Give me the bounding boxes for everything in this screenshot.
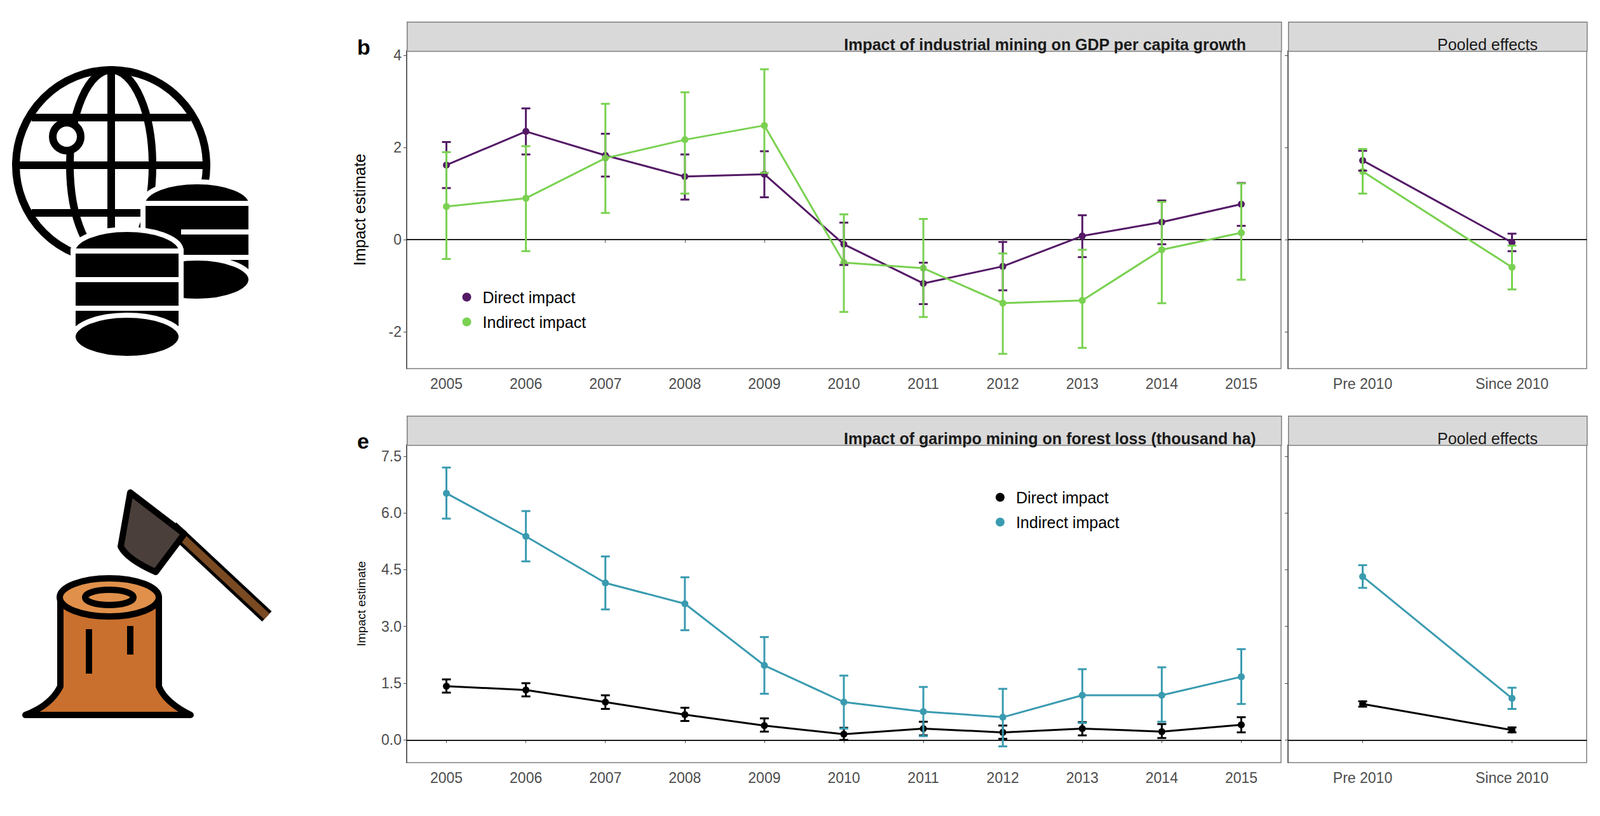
svg-text:2014: 2014: [1145, 769, 1179, 787]
svg-text:Since 2010: Since 2010: [1475, 375, 1549, 393]
svg-text:2008: 2008: [668, 769, 701, 787]
svg-text:0: 0: [393, 231, 402, 248]
svg-text:Direct impact: Direct impact: [1016, 488, 1109, 507]
svg-text:Impact of garimpo mining on fo: Impact of garimpo mining on forest loss …: [843, 429, 1257, 448]
svg-text:2009: 2009: [747, 769, 781, 787]
svg-text:1.5: 1.5: [381, 674, 402, 692]
svg-text:Pre 2010: Pre 2010: [1333, 375, 1393, 393]
svg-text:2005: 2005: [430, 375, 463, 393]
svg-text:e: e: [357, 428, 370, 454]
svg-text:Impact estimate: Impact estimate: [354, 561, 368, 647]
svg-text:2015: 2015: [1225, 375, 1258, 393]
svg-text:4.5: 4.5: [381, 561, 402, 578]
svg-text:2008: 2008: [668, 375, 701, 393]
svg-text:3.0: 3.0: [381, 618, 402, 635]
svg-text:Since 2010: Since 2010: [1475, 769, 1549, 787]
svg-text:0.0: 0.0: [381, 731, 402, 748]
svg-text:2011: 2011: [907, 769, 939, 787]
svg-text:2010: 2010: [827, 769, 860, 787]
svg-text:2013: 2013: [1066, 769, 1099, 787]
svg-text:2010: 2010: [827, 375, 860, 393]
svg-text:Indirect impact: Indirect impact: [482, 313, 587, 332]
svg-text:2009: 2009: [747, 375, 781, 393]
svg-text:Pooled effects: Pooled effects: [1437, 429, 1538, 448]
svg-text:6.0: 6.0: [381, 504, 402, 522]
svg-text:7.5: 7.5: [381, 447, 402, 465]
svg-text:2: 2: [393, 139, 402, 156]
svg-text:2005: 2005: [430, 769, 463, 787]
svg-text:Direct impact: Direct impact: [482, 288, 576, 307]
svg-text:2014: 2014: [1145, 375, 1179, 393]
svg-text:b: b: [357, 34, 371, 60]
svg-text:2012: 2012: [986, 375, 1020, 393]
svg-text:4: 4: [393, 47, 402, 64]
svg-text:Pooled effects: Pooled effects: [1437, 35, 1538, 54]
svg-text:Impact estimate: Impact estimate: [350, 153, 369, 266]
svg-text:2015: 2015: [1225, 769, 1258, 787]
svg-text:Indirect impact: Indirect impact: [1016, 513, 1120, 532]
svg-text:Pre 2010: Pre 2010: [1333, 769, 1393, 787]
svg-text:2011: 2011: [907, 375, 939, 393]
svg-text:2006: 2006: [509, 375, 543, 393]
svg-text:-2: -2: [388, 323, 402, 340]
svg-text:Impact of industrial mining on: Impact of industrial mining on GDP per c…: [843, 35, 1247, 54]
svg-text:2013: 2013: [1066, 375, 1099, 393]
svg-text:2012: 2012: [986, 769, 1020, 787]
svg-text:2006: 2006: [509, 769, 543, 787]
svg-text:2007: 2007: [589, 375, 622, 393]
svg-text:2007: 2007: [589, 769, 622, 787]
